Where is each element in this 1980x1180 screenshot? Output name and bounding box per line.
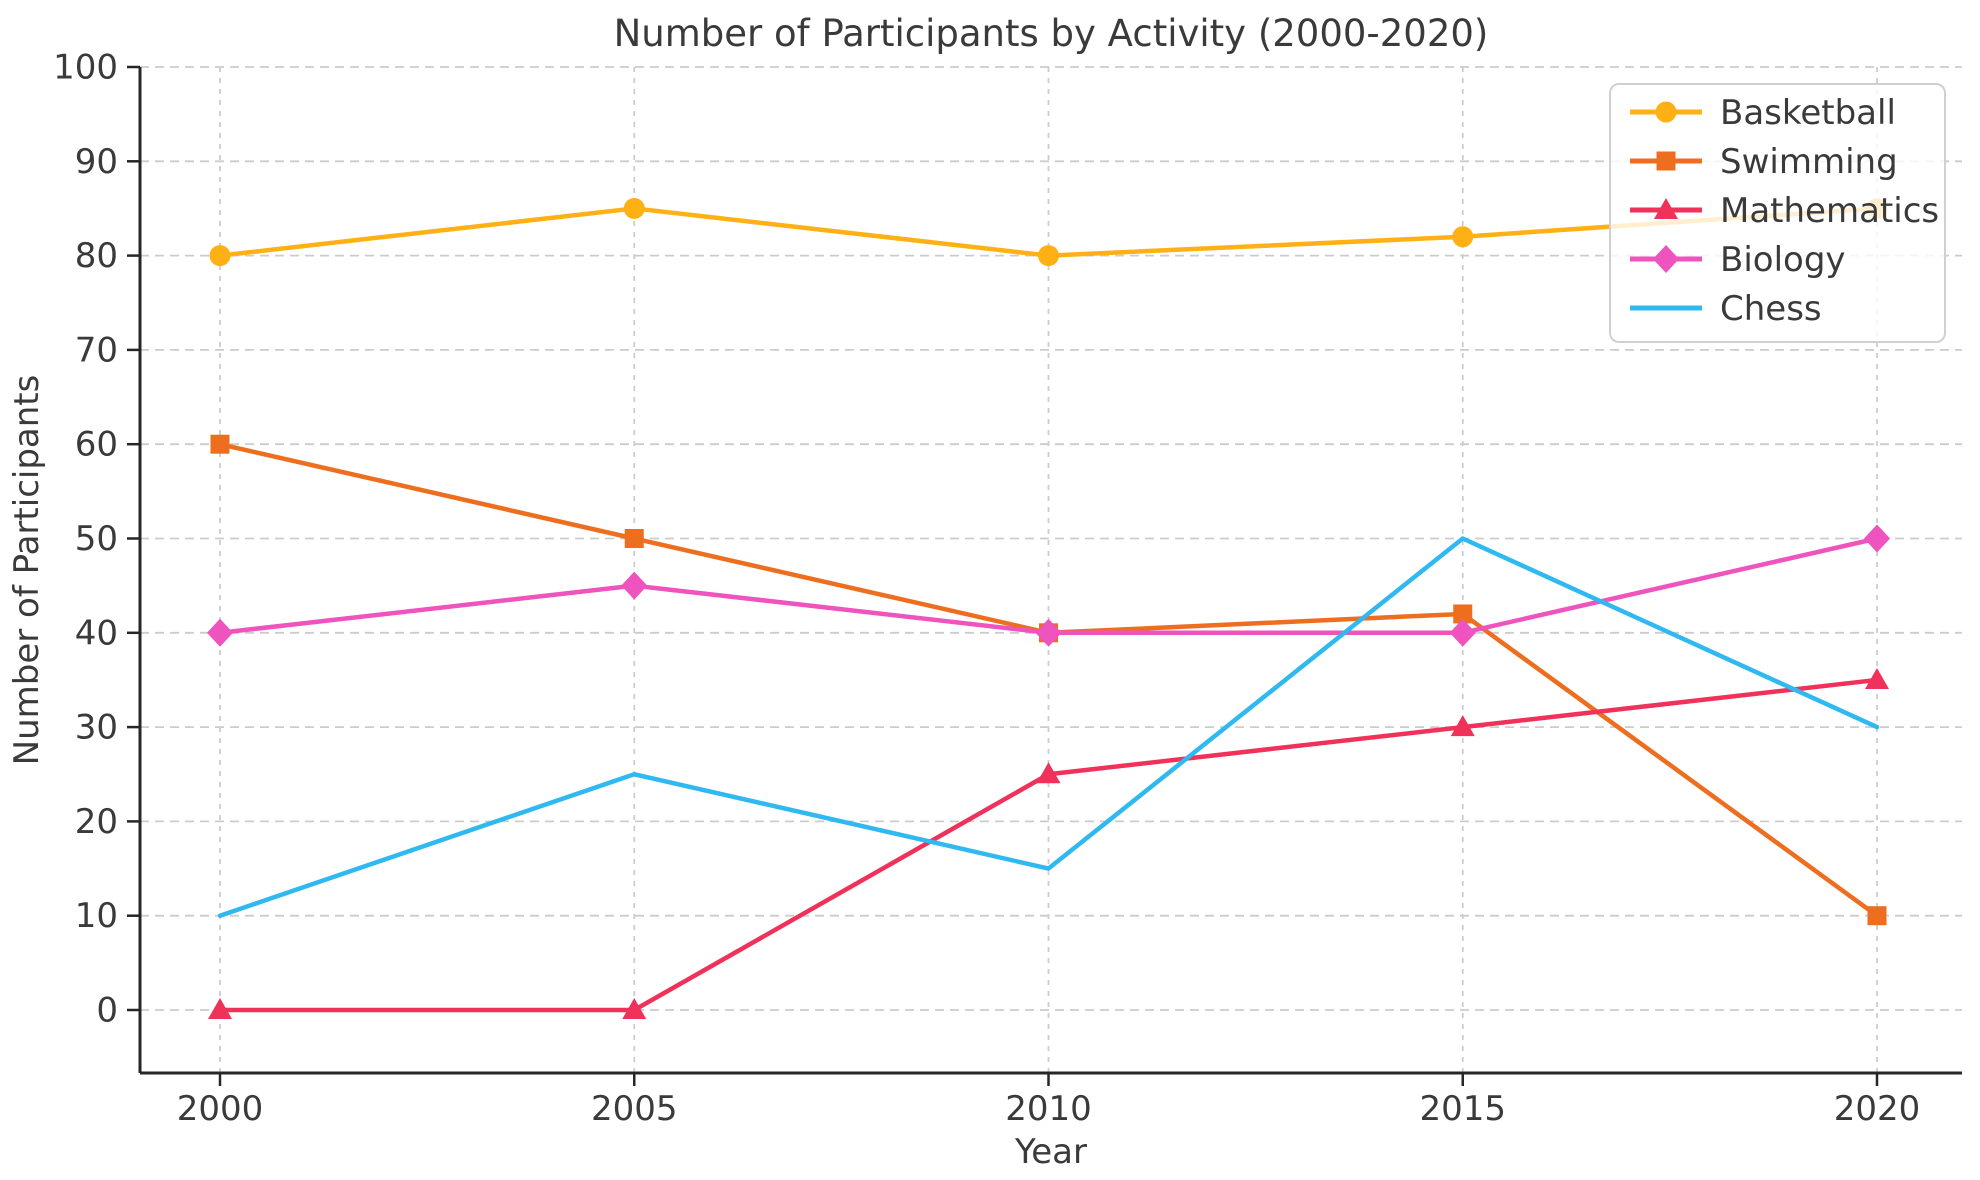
series-marker-circle bbox=[1452, 226, 1474, 248]
legend-label: Biology bbox=[1720, 240, 1846, 280]
y-tick-label: 0 bbox=[96, 991, 118, 1031]
series-marker-diamond bbox=[1035, 618, 1062, 647]
series-basketball bbox=[209, 197, 1888, 267]
legend-item: Basketball bbox=[1630, 93, 1896, 133]
series-marker-circle bbox=[1655, 101, 1677, 123]
y-axis-label: Number of Participants bbox=[7, 375, 47, 766]
series-marker-square bbox=[1453, 604, 1473, 624]
series-marker-diamond bbox=[1864, 524, 1890, 553]
chart-title: Number of Participants by Activity (2000… bbox=[614, 12, 1489, 55]
y-tick-label: 60 bbox=[75, 425, 118, 465]
series-marker-triangle bbox=[208, 998, 232, 1019]
series-marker-square bbox=[624, 529, 644, 548]
series-chess bbox=[217, 536, 1880, 918]
x-tick-label: 2005 bbox=[591, 1089, 678, 1129]
legend: Basketball Swimming Mathematics Biology Ches… bbox=[1609, 83, 1946, 343]
y-tick-label: 90 bbox=[75, 142, 118, 182]
series-marker-circle bbox=[623, 197, 645, 219]
legend-box bbox=[1609, 83, 1946, 343]
x-tick-label: 2000 bbox=[177, 1089, 264, 1129]
y-tick-label: 10 bbox=[75, 896, 118, 936]
legend-label: Chess bbox=[1720, 289, 1822, 329]
legend-item: Swimming bbox=[1630, 142, 1898, 182]
y-tick-label: 30 bbox=[75, 708, 118, 748]
legend-item: Chess bbox=[1630, 289, 1822, 329]
ticks-layer: 0 10 20 30 40 50 60 70 80 90 100 2000 2005 2010 2015 20… bbox=[53, 48, 1920, 1130]
y-tick-label: 80 bbox=[75, 236, 118, 276]
series-marker-circle bbox=[1038, 245, 1059, 267]
y-tick-label: 40 bbox=[75, 613, 118, 653]
series-line-chess bbox=[217, 536, 1880, 918]
legend-item: Mathematics bbox=[1630, 191, 1939, 231]
legend-label: Swimming bbox=[1720, 142, 1898, 182]
x-tick-label: 2010 bbox=[1005, 1089, 1092, 1129]
series-marker-diamond bbox=[207, 618, 233, 647]
series-mathematics bbox=[208, 667, 1889, 1019]
y-tick-label: 100 bbox=[53, 48, 118, 88]
series-marker-diamond bbox=[1653, 245, 1679, 273]
series-marker-triangle bbox=[1654, 198, 1678, 219]
series-line-swimming bbox=[217, 441, 1880, 918]
series-marker-square bbox=[210, 434, 230, 454]
series-layer bbox=[207, 197, 1890, 1019]
y-tick-label: 50 bbox=[75, 519, 118, 559]
y-tick-label: 70 bbox=[75, 330, 118, 370]
series-marker-triangle bbox=[1450, 715, 1475, 737]
series-marker-triangle bbox=[1865, 667, 1889, 689]
y-tick-label: 20 bbox=[75, 802, 118, 842]
series-marker-square bbox=[1867, 906, 1887, 926]
series-marker-diamond bbox=[1449, 618, 1476, 647]
series-marker-circle bbox=[209, 245, 231, 267]
series-marker-diamond bbox=[621, 571, 648, 600]
legend-item: Biology bbox=[1630, 240, 1846, 280]
x-tick-label: 2020 bbox=[1834, 1089, 1921, 1129]
x-axis-label: Year bbox=[1014, 1132, 1087, 1172]
x-tick-label: 2015 bbox=[1419, 1089, 1506, 1129]
series-marker-triangle bbox=[622, 998, 647, 1019]
legend-label: Basketball bbox=[1720, 93, 1896, 133]
series-marker-square bbox=[1656, 151, 1676, 171]
legend-label: Mathematics bbox=[1720, 191, 1939, 231]
series-marker-triangle bbox=[1036, 762, 1061, 784]
axes-layer bbox=[138, 67, 1962, 1075]
